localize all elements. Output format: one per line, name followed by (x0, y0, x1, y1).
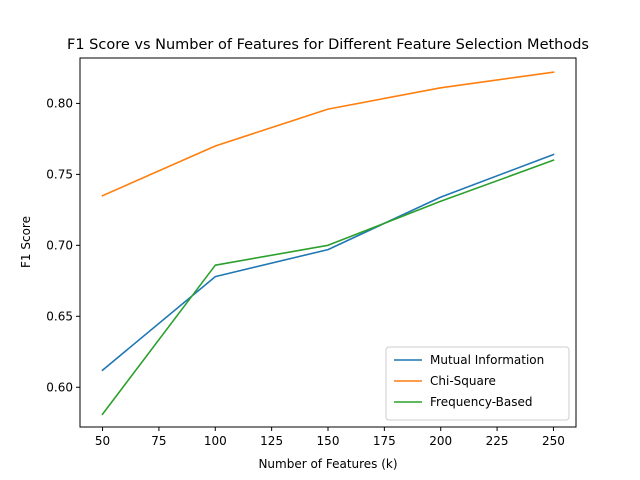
x-axis-ticks: 50 75 100 125 150 175 200 225 250 (95, 427, 565, 448)
series-line-frequency-based (101, 159, 555, 416)
x-tick-label: 150 (317, 434, 340, 448)
y-tick-label: 0.75 (46, 167, 73, 181)
y-tick-label: 0.65 (46, 309, 73, 323)
x-tick-label: 250 (542, 434, 565, 448)
legend: Mutual Information Chi-Square Frequency-Ba… (385, 346, 570, 421)
legend-label: Frequency-Based (430, 395, 533, 409)
x-tick-label: 125 (260, 434, 283, 448)
x-tick-label: 75 (151, 434, 166, 448)
x-tick-label: 175 (373, 434, 396, 448)
y-tick-label: 0.60 (46, 380, 73, 394)
series-line-chi-square (101, 71, 555, 197)
x-tick-label: 50 (95, 434, 110, 448)
legend-box (385, 346, 570, 421)
series-lines (101, 71, 555, 416)
y-axis-label: F1 Score (19, 216, 33, 268)
chart-title: F1 Score vs Number of Features for Diffe… (67, 37, 589, 53)
legend-label: Mutual Information (430, 353, 544, 367)
y-axis-ticks: 0.60 0.65 0.70 0.75 0.80 (46, 96, 80, 394)
y-tick-label: 0.80 (46, 96, 73, 110)
x-axis-label: Number of Features (k) (258, 457, 397, 471)
legend-label: Chi-Square (430, 374, 496, 388)
x-tick-label: 225 (486, 434, 509, 448)
x-tick-label: 200 (429, 434, 452, 448)
plot-frame (79, 57, 577, 428)
y-tick-label: 0.70 (46, 238, 73, 252)
series-line-mutual-information (101, 153, 555, 372)
x-tick-label: 100 (204, 434, 227, 448)
